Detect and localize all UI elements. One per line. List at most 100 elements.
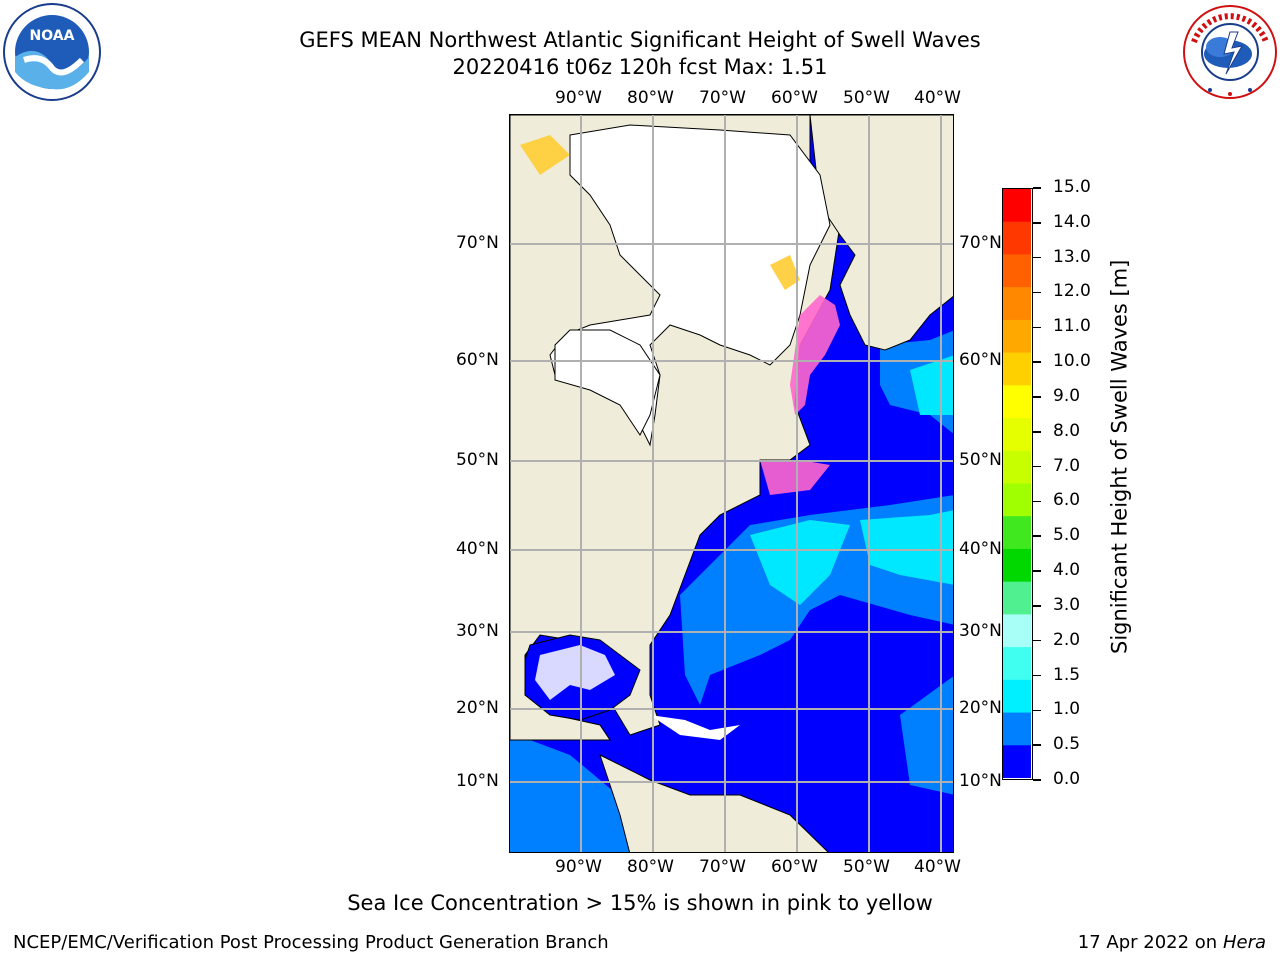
map-panel[interactable] xyxy=(509,114,954,853)
colorbar-swatch xyxy=(1003,614,1031,648)
lon-label: 40°W xyxy=(914,857,961,877)
colorbar-tick-mark xyxy=(1033,361,1041,363)
chart-title: GEFS MEAN Northwest Atlantic Significant… xyxy=(299,28,981,52)
colorbar-tick-label: 15.0 xyxy=(1053,177,1091,197)
lat-label: 40°N xyxy=(959,539,1002,559)
colorbar-tick-label: 13.0 xyxy=(1053,246,1091,267)
footer-right: 17 Apr 2022 on Hera xyxy=(1078,932,1266,953)
lat-label: 10°N xyxy=(456,771,499,791)
colorbar-swatch xyxy=(1003,287,1031,321)
colorbar-tick-label: 2.0 xyxy=(1053,629,1081,650)
colorbar-tick-mark xyxy=(1033,431,1041,433)
lat-label: 20°N xyxy=(456,698,499,718)
swell-band-high xyxy=(750,520,850,605)
colorbar-tick-label: 0.0 xyxy=(1053,769,1081,789)
colorbar-tick-mark xyxy=(1033,465,1041,468)
colorbar-tick-mark xyxy=(1033,639,1041,642)
footer-left: NCEP/EMC/Verification Post Processing Pr… xyxy=(13,932,609,953)
colorbar-swatch xyxy=(1003,385,1031,419)
colorbar-swatch xyxy=(1003,679,1031,714)
colorbar-swatch xyxy=(1003,712,1031,746)
lon-label: 90°W xyxy=(555,88,602,108)
lon-label: 80°W xyxy=(627,857,674,877)
lon-label: 40°W xyxy=(914,88,961,108)
lon-label: 60°W xyxy=(771,857,818,877)
nws-logo xyxy=(1180,2,1280,102)
lon-label: 50°W xyxy=(843,88,890,108)
colorbar-swatch xyxy=(1003,221,1031,256)
colorbar-tick-label: 9.0 xyxy=(1053,385,1081,406)
sea-ice-edge-yellow xyxy=(520,135,570,175)
south-america-land xyxy=(599,754,829,852)
colorbar-tick-mark xyxy=(1033,396,1041,398)
lat-label: 50°N xyxy=(456,450,499,470)
colorbar-swatch xyxy=(1003,450,1031,485)
colorbar-tick-label: 10.0 xyxy=(1053,351,1091,372)
sea-ice-edge-yellow-2 xyxy=(770,255,800,290)
colorbar-tick-label: 7.0 xyxy=(1053,455,1081,476)
colorbar-tick-mark xyxy=(1033,222,1041,224)
colorbar-label-wrap: Significant Height of Swell Waves [m] xyxy=(1100,188,1140,780)
graticule xyxy=(510,115,953,852)
sea-ice-edge-gulf-stlawrence xyxy=(760,460,830,495)
lon-label: 70°W xyxy=(699,88,746,108)
colorbar-tick-label: 6.0 xyxy=(1053,490,1081,511)
swell-band-mid-east xyxy=(900,676,953,795)
colorbar-tick-mark xyxy=(1033,291,1041,294)
colorbar-swatch xyxy=(1003,745,1031,779)
colorbar-label: Significant Height of Swell Waves [m] xyxy=(1107,259,1132,654)
lon-label: 90°W xyxy=(555,857,602,877)
swell-band-high-east xyxy=(860,510,953,585)
colorbar-tick-mark xyxy=(1033,744,1041,746)
colorbar xyxy=(1002,188,1033,780)
colorbar-tick-label: 8.0 xyxy=(1053,420,1081,441)
lat-label: 20°N xyxy=(959,698,1002,718)
chart-subtitle: 20220416 t06z 120h fcst Max: 1.51 xyxy=(452,55,828,79)
lon-label: 70°W xyxy=(699,857,746,877)
greenland-land xyxy=(809,115,953,351)
colorbar-swatch xyxy=(1003,548,1031,583)
colorbar-swatch xyxy=(1003,647,1031,681)
colorbar-tick-mark xyxy=(1033,779,1041,781)
colorbar-tick-label: 0.5 xyxy=(1053,734,1081,755)
colorbar-tick-mark xyxy=(1033,605,1041,607)
colorbar-scale xyxy=(1003,189,1031,779)
colorbar-tick-label: 3.0 xyxy=(1053,594,1081,615)
colorbar-tick-label: 14.0 xyxy=(1053,211,1091,232)
noaa-logo-text: NOAA xyxy=(30,28,75,44)
colorbar-tick-mark xyxy=(1033,570,1041,572)
colorbar-tick-label: 5.0 xyxy=(1053,525,1081,546)
colorbar-swatch xyxy=(1003,581,1031,615)
colorbar-swatch xyxy=(1003,516,1031,550)
colorbar-tick-mark xyxy=(1033,709,1041,712)
colorbar-swatch xyxy=(1003,352,1031,386)
lat-label: 50°N xyxy=(959,450,1002,470)
colorbar-tick-mark xyxy=(1033,326,1041,329)
lon-label: 50°W xyxy=(843,857,890,877)
lat-label: 70°N xyxy=(959,233,1002,253)
lat-label: 30°N xyxy=(959,621,1002,641)
colorbar-swatch xyxy=(1003,254,1031,288)
colorbar-tick-mark xyxy=(1033,256,1041,259)
colorbar-tick-mark xyxy=(1033,535,1041,537)
colorbar-swatch xyxy=(1003,418,1031,452)
colorbar-tick-mark xyxy=(1033,674,1041,677)
colorbar-tick-label: 1.5 xyxy=(1053,664,1081,685)
lat-label: 60°N xyxy=(959,350,1002,370)
lat-label: 70°N xyxy=(456,233,499,253)
colorbar-tick-mark xyxy=(1033,500,1041,503)
colorbar-swatch xyxy=(1003,483,1031,517)
colorbar-tick-label: 1.0 xyxy=(1053,699,1081,720)
footer-host: Hera xyxy=(1222,932,1266,953)
cuba xyxy=(650,715,740,740)
lat-label: 60°N xyxy=(456,350,499,370)
map-svg xyxy=(510,115,953,852)
sea-ice-caption: Sea Ice Concentration > 15% is shown in … xyxy=(347,891,933,915)
colorbar-swatch xyxy=(1003,319,1031,354)
lat-label: 10°N xyxy=(959,771,1002,791)
colorbar-tick-mark xyxy=(1033,187,1041,189)
swell-band-high-north xyxy=(910,355,953,415)
lat-label: 40°N xyxy=(456,539,499,559)
colorbar-tick-label: 12.0 xyxy=(1053,281,1091,302)
lat-label: 30°N xyxy=(456,621,499,641)
